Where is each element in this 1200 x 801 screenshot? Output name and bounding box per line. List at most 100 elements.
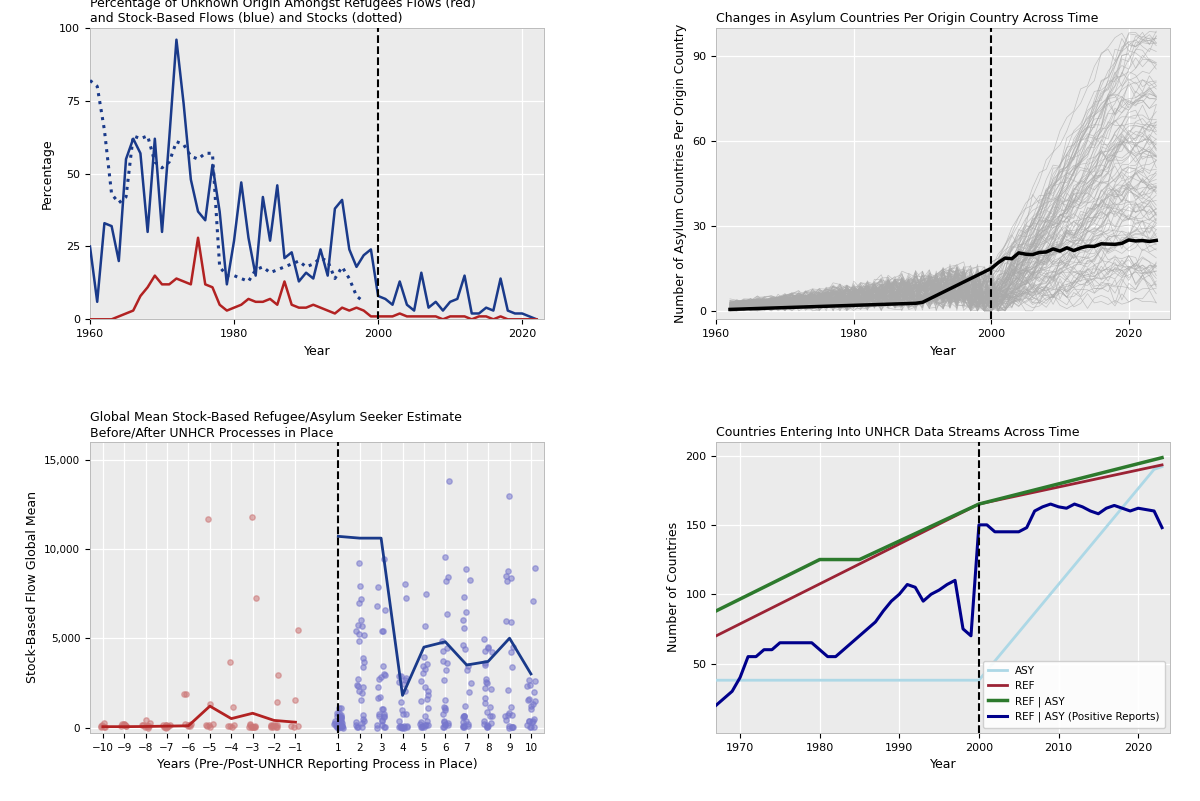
Point [432,634,451,647]
Point [331,710,350,723]
Legend: ASY, REF, REF | ASY, REF | ASY (Positive Reports): ASY, REF, REF | ASY, REF | ASY (Positive… [983,661,1165,727]
Point [331,711,350,724]
X-axis label: Year: Year [930,344,956,357]
Point [282,719,301,732]
Point [262,721,281,734]
Point [497,714,516,727]
Point [410,718,430,731]
Point [390,720,409,733]
Point [245,719,264,732]
Y-axis label: Number of Countries: Number of Countries [667,522,680,652]
ASY [900,675,914,685]
Point [331,708,350,721]
Point [373,703,392,716]
Point [395,719,414,732]
Point [475,697,494,710]
Point [524,721,544,734]
Point [353,681,372,694]
Point [458,718,478,731]
Point [397,721,416,734]
ASY [733,675,748,685]
REF [733,619,748,629]
Point [526,562,545,574]
Point [438,570,457,583]
Point [503,708,522,721]
Point [330,702,349,714]
Point [239,720,258,733]
Point [415,681,434,694]
Text: Percentage of Unknown Origin Amongst Refugees Flows (red)
and Stock-Based Flows : Percentage of Unknown Origin Amongst Ref… [90,0,475,26]
Point [154,719,173,732]
Point [456,642,475,655]
Point [461,574,480,586]
Point [139,720,158,733]
Point [115,718,134,731]
Point [482,682,502,695]
Point [455,591,474,604]
Point [418,693,437,706]
Point [454,721,473,734]
Point [475,659,494,672]
Point [416,620,436,633]
Point [395,685,414,698]
Point [199,512,218,525]
REF | ASY [1012,489,1026,499]
Point [454,614,473,627]
Point [156,718,175,731]
Point [352,694,371,706]
Point [346,624,365,637]
Point [478,706,497,718]
Point [482,710,502,723]
Point [412,715,431,728]
Point [155,721,174,734]
Point [457,663,476,676]
ASY [725,675,739,685]
Point [197,720,216,733]
Point [436,664,455,677]
Point [391,721,410,734]
Point [137,720,156,733]
Point [156,721,175,734]
Point [390,715,409,728]
REF | ASY [900,533,914,542]
Point [521,702,540,715]
Point [175,687,194,700]
Point [329,721,348,734]
Point [376,721,395,734]
Point [268,720,287,733]
Point [376,603,395,616]
Point [478,721,497,734]
Point [373,624,392,637]
Point [242,510,262,523]
Point [374,707,394,720]
Point [526,674,545,687]
Point [458,659,478,672]
Y-axis label: Stock-Based Flow Global Mean: Stock-Based Flow Global Mean [25,491,38,683]
Point [175,718,194,731]
X-axis label: Years (Pre-/Post-UNHCR Reporting Process in Place): Years (Pre-/Post-UNHCR Reporting Process… [156,759,478,771]
Point [479,719,498,732]
Point [460,686,479,698]
Point [113,718,132,731]
Point [328,721,347,734]
Point [503,720,522,733]
Point [455,622,474,634]
Point [288,719,307,732]
Point [523,698,542,710]
Point [204,718,223,731]
Point [436,717,455,730]
Point [376,668,395,681]
Point [413,660,432,673]
Point [502,701,521,714]
Point [475,718,494,731]
Point [331,719,350,732]
Point [391,695,410,708]
Point [475,682,494,694]
Text: Countries Entering Into UNHCR Data Streams Across Time: Countries Entering Into UNHCR Data Strea… [716,426,1080,439]
Point [372,670,391,683]
Point [438,716,457,729]
REF | ASY (Positive Reports) [709,700,724,710]
Point [500,720,520,733]
Point [367,718,386,731]
Point [289,624,308,637]
